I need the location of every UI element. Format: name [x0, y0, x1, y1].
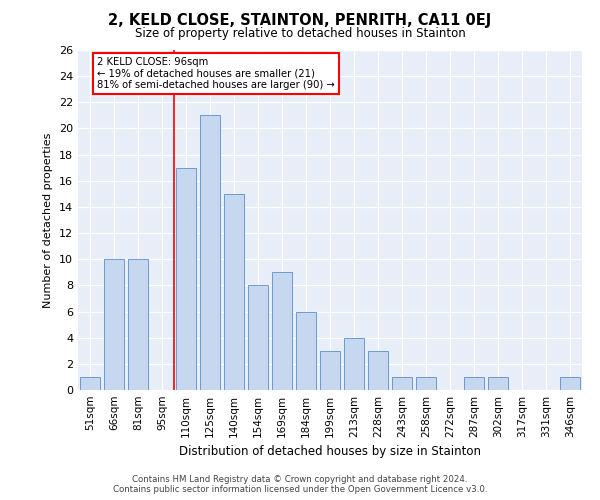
Text: 2 KELD CLOSE: 96sqm
← 19% of detached houses are smaller (21)
81% of semi-detach: 2 KELD CLOSE: 96sqm ← 19% of detached ho… — [97, 56, 335, 90]
Bar — [200, 116, 220, 390]
Bar — [224, 194, 244, 390]
Bar — [80, 377, 100, 390]
Y-axis label: Number of detached properties: Number of detached properties — [43, 132, 53, 308]
Bar — [272, 272, 292, 390]
Bar — [416, 377, 436, 390]
Bar — [344, 338, 364, 390]
X-axis label: Distribution of detached houses by size in Stainton: Distribution of detached houses by size … — [179, 446, 481, 458]
Bar — [392, 377, 412, 390]
Text: 2, KELD CLOSE, STAINTON, PENRITH, CA11 0EJ: 2, KELD CLOSE, STAINTON, PENRITH, CA11 0… — [109, 12, 491, 28]
Bar — [464, 377, 484, 390]
Bar — [128, 259, 148, 390]
Bar — [320, 351, 340, 390]
Bar — [560, 377, 580, 390]
Bar — [248, 286, 268, 390]
Bar — [104, 259, 124, 390]
Text: Size of property relative to detached houses in Stainton: Size of property relative to detached ho… — [134, 28, 466, 40]
Text: Contains HM Land Registry data © Crown copyright and database right 2024.
Contai: Contains HM Land Registry data © Crown c… — [113, 474, 487, 494]
Bar — [176, 168, 196, 390]
Bar — [368, 351, 388, 390]
Bar — [488, 377, 508, 390]
Bar — [296, 312, 316, 390]
